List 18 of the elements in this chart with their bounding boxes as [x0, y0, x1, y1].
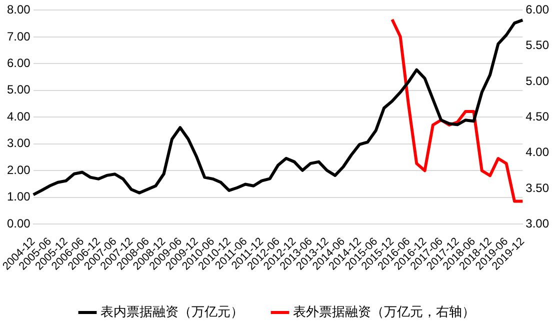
y-tick-label: 4.00: [6, 109, 31, 124]
y2-tick-label: 5.00: [526, 74, 550, 88]
y-tick-label: 5.00: [6, 82, 31, 97]
y-tick-label: 2.00: [6, 162, 31, 177]
y-tick-label: 6.00: [6, 56, 31, 70]
legend-label: 表内票据融资（万亿元）: [100, 304, 244, 320]
y-tick-label: 3.00: [6, 136, 31, 150]
y2-tick-label: 5.50: [526, 38, 550, 52]
y2-tick-label: 4.00: [526, 145, 550, 160]
y-tick-label: 8.00: [6, 2, 31, 17]
y2-tick-label: 6.00: [526, 2, 550, 17]
y2-tick-label: 3.00: [526, 216, 550, 230]
y-tick-label: 0.00: [6, 216, 31, 230]
y2-tick-label: 3.50: [526, 180, 550, 195]
y-tick-label: 7.00: [6, 29, 31, 44]
y-tick-label: 1.00: [6, 190, 31, 204]
y2-tick-label: 4.50: [526, 109, 550, 124]
legend-label: 表外票据融资（万亿元，右轴）: [293, 304, 475, 320]
